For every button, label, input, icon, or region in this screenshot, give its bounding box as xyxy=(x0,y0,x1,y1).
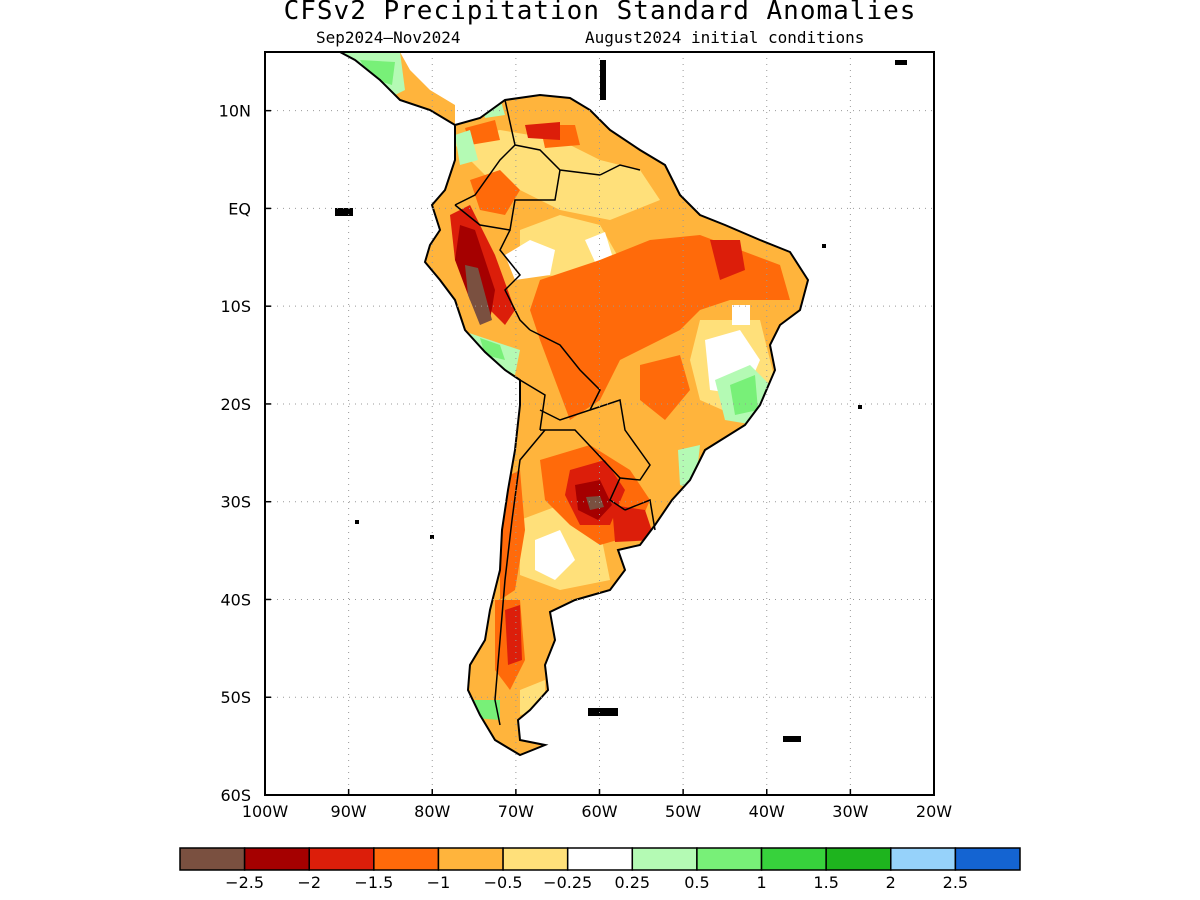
colorbar-swatch xyxy=(696,847,763,871)
lon-tick-label: 20W xyxy=(916,802,952,821)
colorbar-swatch xyxy=(373,847,440,871)
lat-tick-label: 40S xyxy=(220,590,251,609)
colorbar-swatch xyxy=(179,847,246,871)
lat-tick-label: 10N xyxy=(219,102,251,121)
lon-tick-label: 50W xyxy=(665,802,701,821)
plot-frame xyxy=(264,51,935,796)
lat-tick-label: 30S xyxy=(220,493,251,512)
lat-tick-label: 50S xyxy=(220,688,251,707)
lat-tick-label: 20S xyxy=(220,395,251,414)
colorbar-label: −0.25 xyxy=(543,873,592,892)
colorbar-swatch xyxy=(631,847,698,871)
colorbar-label: −1.5 xyxy=(354,873,393,892)
lon-tick-label: 100W xyxy=(242,802,289,821)
colorbar-label: 1.5 xyxy=(813,873,838,892)
colorbar-label: 2 xyxy=(886,873,896,892)
initial-conditions-label: August2024 initial conditions xyxy=(585,28,865,47)
colorbar-swatch xyxy=(308,847,375,871)
colorbar-label: −2 xyxy=(297,873,321,892)
lon-tick-label: 80W xyxy=(414,802,450,821)
islands xyxy=(335,60,907,742)
colorbar-swatch xyxy=(760,847,827,871)
lon-tick-label: 40W xyxy=(749,802,785,821)
colorbar: −2.5 −2 −1.5 −1 −0.5 −0.25 0.25 0.5 1 1.5 2 2.5 xyxy=(179,847,1021,892)
latitude-axis: 10N EQ 10S 20S 30S 40S 50S 60S xyxy=(219,102,271,805)
colorbar-swatch xyxy=(243,847,310,871)
colorbar-swatch xyxy=(502,847,569,871)
colorbar-label: −0.5 xyxy=(484,873,523,892)
central-america-coast xyxy=(339,51,456,126)
lat-tick-label: 60S xyxy=(220,786,251,805)
colorbar-swatch xyxy=(954,847,1021,871)
chart-title: CFSv2 Precipitation Standard Anomalies xyxy=(283,0,917,26)
colorbar-label: 0.25 xyxy=(614,873,650,892)
forecast-period: Sep2024–Nov2024 xyxy=(316,28,461,47)
colorbar-label: 2.5 xyxy=(943,873,968,892)
lon-tick-label: 30W xyxy=(832,802,868,821)
colorbar-swatch xyxy=(437,847,504,871)
colorbar-swatch xyxy=(890,847,957,871)
lon-tick-label: 70W xyxy=(498,802,534,821)
colorbar-swatch xyxy=(566,847,634,871)
country-borders xyxy=(454,99,656,726)
colorbar-swatch xyxy=(825,847,892,871)
longitude-axis: 100W 90W 80W 70W 60W 50W 40W 30W 20W xyxy=(242,789,952,821)
lon-tick-label: 60W xyxy=(581,802,617,821)
colorbar-label: 0.5 xyxy=(684,873,709,892)
lat-tick-label: EQ xyxy=(228,199,251,218)
colorbar-label: −2.5 xyxy=(225,873,264,892)
colorbar-label: −1 xyxy=(427,873,451,892)
lon-tick-label: 90W xyxy=(331,802,367,821)
colorbar-label: 1 xyxy=(756,873,766,892)
lat-tick-label: 10S xyxy=(220,297,251,316)
